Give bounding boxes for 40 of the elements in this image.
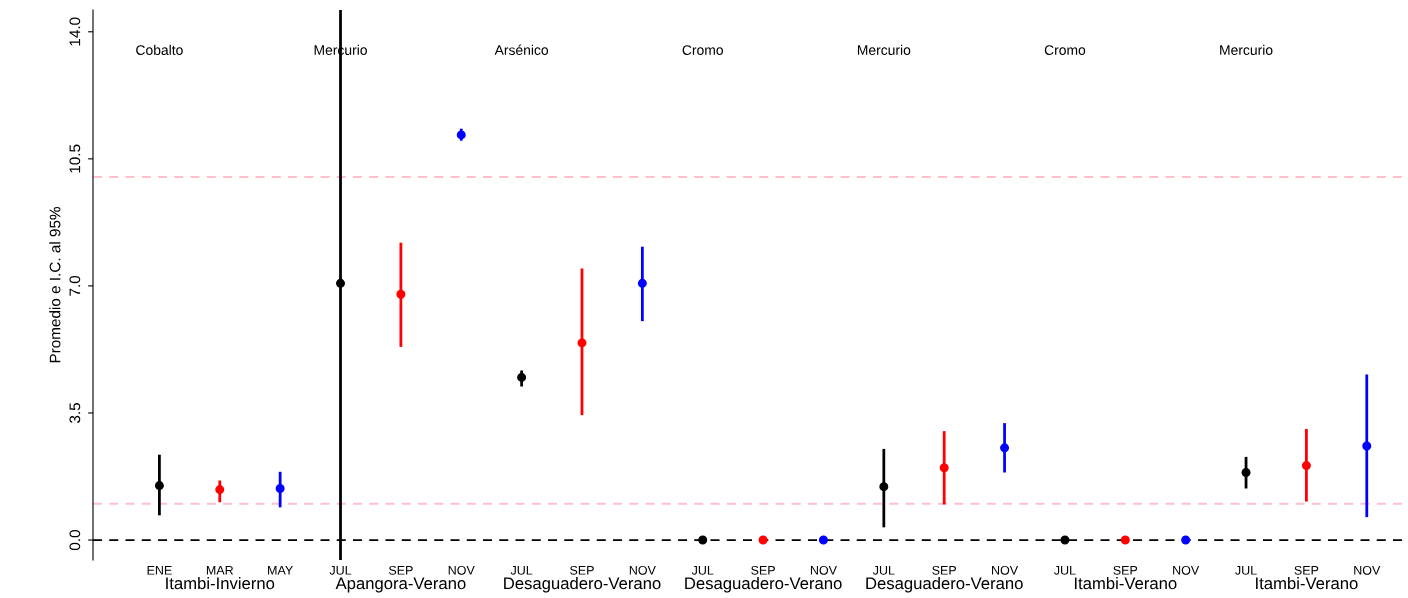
text: Desaguadero-Verano bbox=[685, 576, 842, 593]
y-axis-title: Promedio e I.C. al 95% bbox=[49, 206, 61, 363]
x-tick-label: NOV bbox=[1354, 565, 1381, 575]
text: Itambi-Invierno bbox=[166, 576, 275, 590]
x-tick-label: MAY bbox=[268, 566, 293, 575]
x-tick-label: JUL bbox=[329, 566, 352, 575]
x-tick-label: NOV bbox=[629, 565, 656, 575]
x-tick-label: SEP bbox=[570, 565, 594, 575]
x-tick-label: MAR bbox=[206, 566, 234, 575]
text: Desaguadero-Verano bbox=[866, 576, 1023, 593]
annotation: Mercurio bbox=[857, 44, 911, 55]
y-tick-label: 7.0 bbox=[69, 275, 81, 296]
x-tick-label: NOV bbox=[992, 565, 1019, 575]
text: Desaguadero-Verano bbox=[504, 576, 661, 593]
x-tick-label: NOV bbox=[448, 565, 475, 575]
y-tick-label: 14.0 bbox=[69, 17, 81, 46]
x-tick-label: JUL bbox=[691, 566, 714, 575]
annotation: Cobalto bbox=[136, 44, 183, 55]
x-tick-label: JUL bbox=[1054, 566, 1076, 575]
y-tick-label: 10.5 bbox=[69, 144, 81, 173]
x-tick-label: SEP bbox=[1113, 565, 1138, 575]
text: Itambi-Verano bbox=[1256, 576, 1358, 590]
x-tick-label: SEP bbox=[932, 565, 957, 575]
x-tick-label: JUL bbox=[1235, 566, 1257, 575]
y-tick-label: 3.5 bbox=[69, 402, 81, 424]
x-tick-label: NOV bbox=[1173, 565, 1200, 575]
x-tick-label: JUL bbox=[510, 566, 533, 575]
text: Apangora-Verano bbox=[335, 577, 466, 593]
x-tick-label: JUL bbox=[872, 566, 895, 575]
x-tick-label: SEP bbox=[1294, 565, 1319, 575]
text: Itambi-Verano bbox=[1074, 576, 1177, 590]
x-tick-label: SEP bbox=[388, 565, 413, 575]
x-tick-label: NOV bbox=[810, 565, 837, 575]
x-tick-label: ENE bbox=[147, 566, 172, 575]
annotation: Cromo bbox=[682, 45, 723, 55]
y-tick-label: 0.0 bbox=[69, 530, 81, 551]
annotation: Mercurio bbox=[1220, 44, 1273, 55]
annotation: Cromo bbox=[1044, 45, 1086, 55]
annotation: Arsénico bbox=[494, 44, 549, 55]
x-tick-label: SEP bbox=[751, 565, 775, 575]
